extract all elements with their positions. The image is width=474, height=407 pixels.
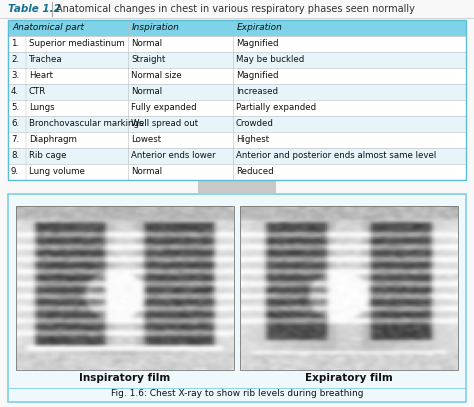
Bar: [8, 36, 466, 52]
Bar: [8, 100, 466, 116]
Text: Diaphragm: Diaphragm: [29, 136, 77, 144]
Text: 5.: 5.: [11, 103, 19, 112]
Text: Table 1.2: Table 1.2: [8, 4, 61, 14]
Text: 8.: 8.: [11, 151, 19, 160]
Text: Normal: Normal: [131, 168, 162, 177]
Text: 1.: 1.: [11, 39, 19, 48]
Text: 2.: 2.: [11, 55, 19, 64]
Text: Lung volume: Lung volume: [29, 168, 85, 177]
Bar: [8, 20, 466, 36]
Bar: [8, 68, 466, 84]
Bar: [8, 148, 466, 164]
Text: Magnified: Magnified: [236, 72, 279, 81]
Bar: [8, 52, 466, 68]
Bar: [8, 164, 466, 180]
Text: Trachea: Trachea: [29, 55, 63, 64]
Text: 3.: 3.: [11, 72, 19, 81]
Text: 4.: 4.: [11, 88, 19, 96]
Bar: [8, 84, 466, 100]
Text: Well spread out: Well spread out: [131, 120, 198, 129]
Text: Expiratory film: Expiratory film: [305, 373, 393, 383]
Bar: [8, 132, 466, 148]
Text: Rib cage: Rib cage: [29, 151, 66, 160]
Text: Heart: Heart: [29, 72, 53, 81]
Text: Lungs: Lungs: [29, 103, 55, 112]
Bar: [8, 116, 466, 132]
Text: Anatomical part: Anatomical part: [12, 24, 84, 33]
Text: Normal size: Normal size: [131, 72, 182, 81]
Bar: [8, 20, 466, 180]
Text: Inspiratory film: Inspiratory film: [79, 373, 171, 383]
Text: May be buckled: May be buckled: [236, 55, 304, 64]
Text: Normal: Normal: [131, 39, 162, 48]
Text: Straight: Straight: [131, 55, 165, 64]
Text: Fully expanded: Fully expanded: [131, 103, 197, 112]
Bar: [240, 206, 458, 370]
Text: 7.: 7.: [11, 136, 19, 144]
Text: Lowest: Lowest: [131, 136, 161, 144]
Text: Anterior ends lower: Anterior ends lower: [131, 151, 216, 160]
Text: Superior mediastinum: Superior mediastinum: [29, 39, 125, 48]
Bar: [8, 194, 466, 402]
Text: Highest: Highest: [236, 136, 269, 144]
Text: Increased: Increased: [236, 88, 278, 96]
Bar: [16, 206, 234, 370]
Text: 9.: 9.: [11, 168, 19, 177]
FancyBboxPatch shape: [198, 180, 276, 193]
Text: Fig. 1.6: Chest X-ray to show rib levels during breathing: Fig. 1.6: Chest X-ray to show rib levels…: [111, 389, 363, 398]
Text: 6.: 6.: [11, 120, 19, 129]
Text: Normal: Normal: [131, 88, 162, 96]
Text: Magnified: Magnified: [236, 39, 279, 48]
Bar: [0, 0, 474, 18]
Text: Anterior and posterior ends almost same level: Anterior and posterior ends almost same …: [236, 151, 436, 160]
Text: Reduced: Reduced: [236, 168, 273, 177]
Text: Bronchovascular markings: Bronchovascular markings: [29, 120, 144, 129]
Text: CTR: CTR: [29, 88, 46, 96]
Text: Inspiration: Inspiration: [132, 24, 180, 33]
Text: Anatomical changes in chest in various respiratory phases seen normally: Anatomical changes in chest in various r…: [56, 4, 415, 14]
Text: Expiration: Expiration: [237, 24, 283, 33]
Text: Crowded: Crowded: [236, 120, 274, 129]
Text: Partially expanded: Partially expanded: [236, 103, 316, 112]
